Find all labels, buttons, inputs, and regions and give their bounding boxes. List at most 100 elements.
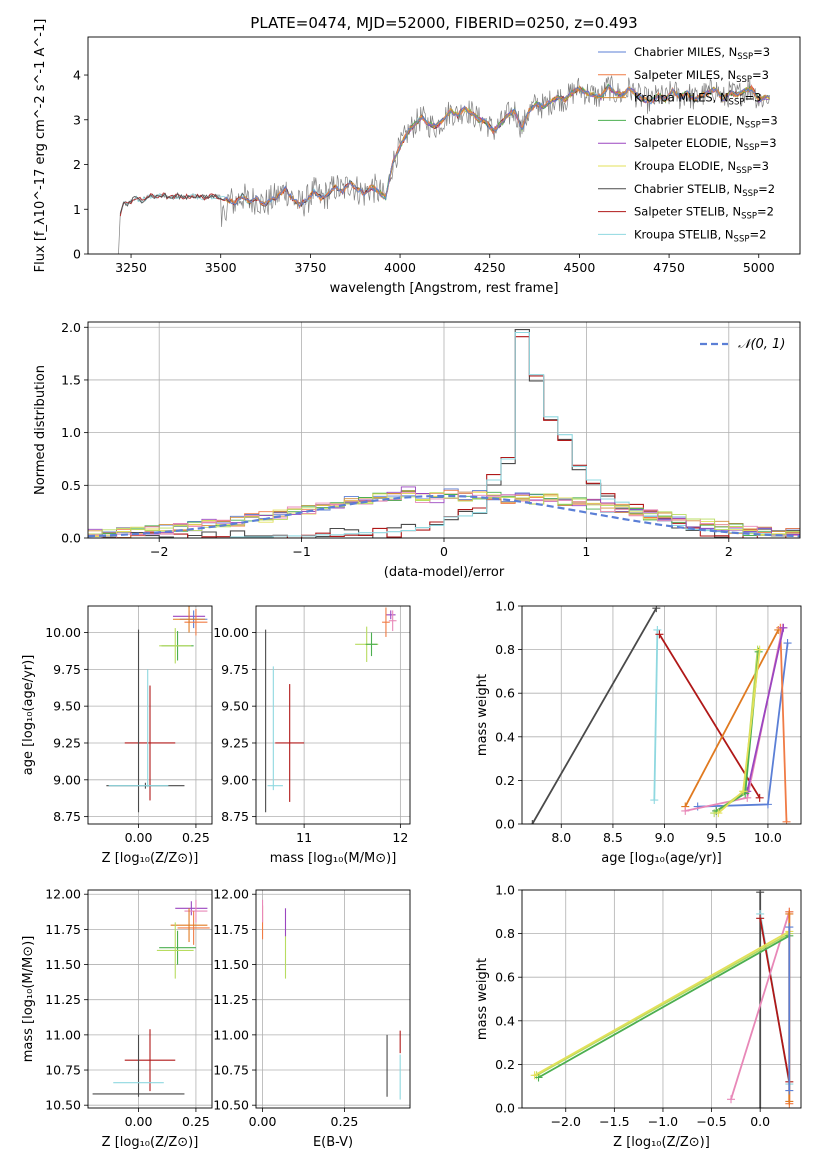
weight-vs-z-xtick-label: −0.5 bbox=[696, 1114, 726, 1129]
weight-vs-age-marker bbox=[755, 645, 764, 654]
legend-sub: SSP bbox=[745, 120, 761, 130]
mass-vs-z-frame bbox=[87, 889, 213, 1109]
legend-entry-3: Chabrier ELODIE, NSSP=3 bbox=[634, 113, 778, 130]
spectrum-xtick-label: 4000 bbox=[384, 260, 416, 275]
age-vs-z-ytick-label: 9.75 bbox=[53, 662, 81, 677]
age-vs-mass-ytick-label: 9.75 bbox=[221, 662, 249, 677]
weight-vs-age-series-line bbox=[684, 629, 780, 808]
spectrum-xtick-label: 3750 bbox=[294, 260, 326, 275]
weight-vs-age-ytick-label: 0.4 bbox=[495, 729, 515, 744]
legend-entry-4: Salpeter ELODIE, NSSP=3 bbox=[634, 136, 777, 153]
legend-entry-6: Chabrier STELIB, NSSP=2 bbox=[634, 182, 775, 199]
weight-vs-age-marker bbox=[681, 806, 690, 815]
legend-sub: SSP bbox=[729, 98, 745, 108]
weight-vs-z-ytick-label: 0.2 bbox=[495, 1057, 515, 1072]
spectrum-ylabel: Flux [f_λ10^-17 erg cm^-2 s^-1 A^-1] bbox=[33, 19, 48, 273]
mass-vs-ebv-ytick-label: 10.75 bbox=[213, 1063, 249, 1078]
legend-suffix: =2 bbox=[758, 182, 775, 196]
legend-suffix: =3 bbox=[761, 113, 778, 127]
weight-vs-age-marker bbox=[783, 639, 792, 648]
mass-vs-ebv-xtick-label: 0.00 bbox=[249, 1114, 277, 1129]
hist-wide-salpeter-elodie bbox=[88, 486, 800, 536]
weight-vs-z-marker bbox=[756, 1104, 765, 1108]
legend-name: Salpeter STELIB, N bbox=[634, 205, 741, 219]
spectrum-xtick-label: 5000 bbox=[743, 260, 775, 275]
legend-suffix: =3 bbox=[744, 91, 761, 105]
weight-vs-age-xtick-label: 10.0 bbox=[754, 830, 782, 845]
mass-vs-z-ytick-label: 11.00 bbox=[45, 1027, 81, 1042]
age-vs-mass-ytick-label: 8.75 bbox=[221, 809, 249, 824]
age-vs-z-xtick-label: 0.25 bbox=[182, 830, 210, 845]
age-vs-z-ytick-label: 8.75 bbox=[53, 809, 81, 824]
legend-sub: SSP bbox=[736, 75, 752, 85]
age-vs-z-ytick-label: 9.50 bbox=[53, 699, 81, 714]
residuals-xtick-label: 0 bbox=[440, 544, 448, 559]
weight-vs-age-marker bbox=[652, 606, 661, 613]
residual-legend-label: 𝒩(0, 1) bbox=[738, 337, 785, 352]
normal-pdf-line bbox=[88, 494, 800, 538]
legend-entry-2: Kroupa MILES, NSSP=3 bbox=[634, 91, 761, 108]
mass-vs-ebv-xlabel: E(B-V) bbox=[313, 1135, 353, 1150]
weight-vs-z-marker bbox=[785, 923, 794, 932]
weight-vs-z-marker bbox=[785, 1086, 794, 1095]
spectrum-frame bbox=[87, 36, 801, 255]
age-vs-mass-ytick-label: 9.00 bbox=[221, 772, 249, 787]
legend-entry-1: Salpeter MILES, NSSP=3 bbox=[634, 68, 769, 85]
mass-vs-z-ytick-label: 12.00 bbox=[45, 887, 81, 902]
weight-vs-z-axes: −2.0 −1.5 −1.0 −0.5 0.0 0.0 0.2 0.4 0.6 0.8 1.0 bbox=[495, 883, 801, 1129]
spectrum-xtick-label: 4500 bbox=[563, 260, 595, 275]
legend-name: Chabrier MILES, N bbox=[634, 45, 737, 59]
weight-vs-age-ytick-label: 0.0 bbox=[495, 817, 515, 832]
legend-sub: SSP bbox=[737, 52, 753, 62]
mass-vs-z-xtick-label: 0.00 bbox=[125, 1114, 153, 1129]
weight-vs-z-ytick-label: 1.0 bbox=[495, 883, 515, 898]
residuals-ytick-label: 0.5 bbox=[61, 478, 81, 493]
residuals-xtick-label: 1 bbox=[582, 544, 590, 559]
weight-vs-age-marker bbox=[739, 787, 748, 796]
age-vs-mass-errorbars bbox=[265, 607, 397, 813]
age-vs-mass-ytick-label: 9.25 bbox=[221, 735, 249, 750]
legend-entry-8: Kroupa STELIB, NSSP=2 bbox=[634, 227, 766, 244]
residuals-xlabel: (data-model)/error bbox=[384, 565, 505, 580]
weight-vs-age-series-line bbox=[653, 629, 659, 801]
legend-name: Chabrier ELODIE, N bbox=[634, 113, 745, 127]
weight-vs-age-ytick-label: 0.2 bbox=[495, 773, 515, 788]
weight-vs-z-lines bbox=[530, 890, 794, 1108]
weight-vs-z-series-line bbox=[536, 932, 790, 1077]
mass-vs-z-axes: 0.00 0.25 10.50 10.75 11.00 11.25 11.50 11.75 12… bbox=[45, 887, 212, 1129]
mass-vs-z-ytick-label: 10.75 bbox=[45, 1063, 81, 1078]
weight-vs-age-series-line bbox=[658, 633, 761, 799]
weight-vs-z-xtick-label: −1.0 bbox=[648, 1114, 678, 1129]
mass-vs-ebv-errorbars bbox=[262, 899, 401, 1100]
weight-vs-age-ytick-label: 1.0 bbox=[495, 599, 515, 614]
legend-suffix: =3 bbox=[752, 159, 769, 173]
residuals-xtick-label: −1 bbox=[292, 544, 310, 559]
weight-vs-age-marker bbox=[653, 625, 662, 634]
spectrum-xtick-label: 3500 bbox=[205, 260, 237, 275]
weight-vs-age-marker bbox=[782, 817, 791, 824]
legend-entry-5: Kroupa ELODIE, NSSP=3 bbox=[634, 159, 769, 176]
legend-suffix: =3 bbox=[760, 136, 777, 150]
weight-vs-z-series-line bbox=[730, 911, 791, 1100]
weight-vs-age-marker bbox=[779, 623, 788, 632]
weight-vs-z-marker bbox=[756, 914, 765, 923]
mass-vs-ebv-frame bbox=[255, 889, 411, 1109]
residuals-xtick-label: −2 bbox=[150, 544, 168, 559]
legend-sub: SSP bbox=[736, 166, 752, 176]
residuals-frame bbox=[87, 321, 801, 539]
age-vs-mass-xtick-label: 11 bbox=[296, 830, 312, 845]
weight-vs-age-marker bbox=[714, 809, 723, 818]
residuals-ytick-label: 2.0 bbox=[61, 320, 81, 335]
legend-suffix: =3 bbox=[752, 68, 769, 82]
weight-vs-age-xtick-label: 9.5 bbox=[706, 830, 726, 845]
mass-vs-ebv-ytick-label: 11.25 bbox=[213, 992, 249, 1007]
spectrum-ytick-label: 2 bbox=[73, 157, 81, 172]
weight-vs-age-marker bbox=[650, 796, 659, 805]
weight-vs-z-ylabel: mass weight bbox=[475, 958, 490, 1040]
residuals-ytick-label: 1.5 bbox=[61, 372, 81, 387]
age-vs-z-ytick-label: 10.00 bbox=[45, 625, 81, 640]
weight-vs-z-ytick-label: 0.6 bbox=[495, 970, 515, 985]
weight-vs-z-marker bbox=[756, 890, 765, 897]
weight-vs-age-marker bbox=[755, 793, 764, 802]
